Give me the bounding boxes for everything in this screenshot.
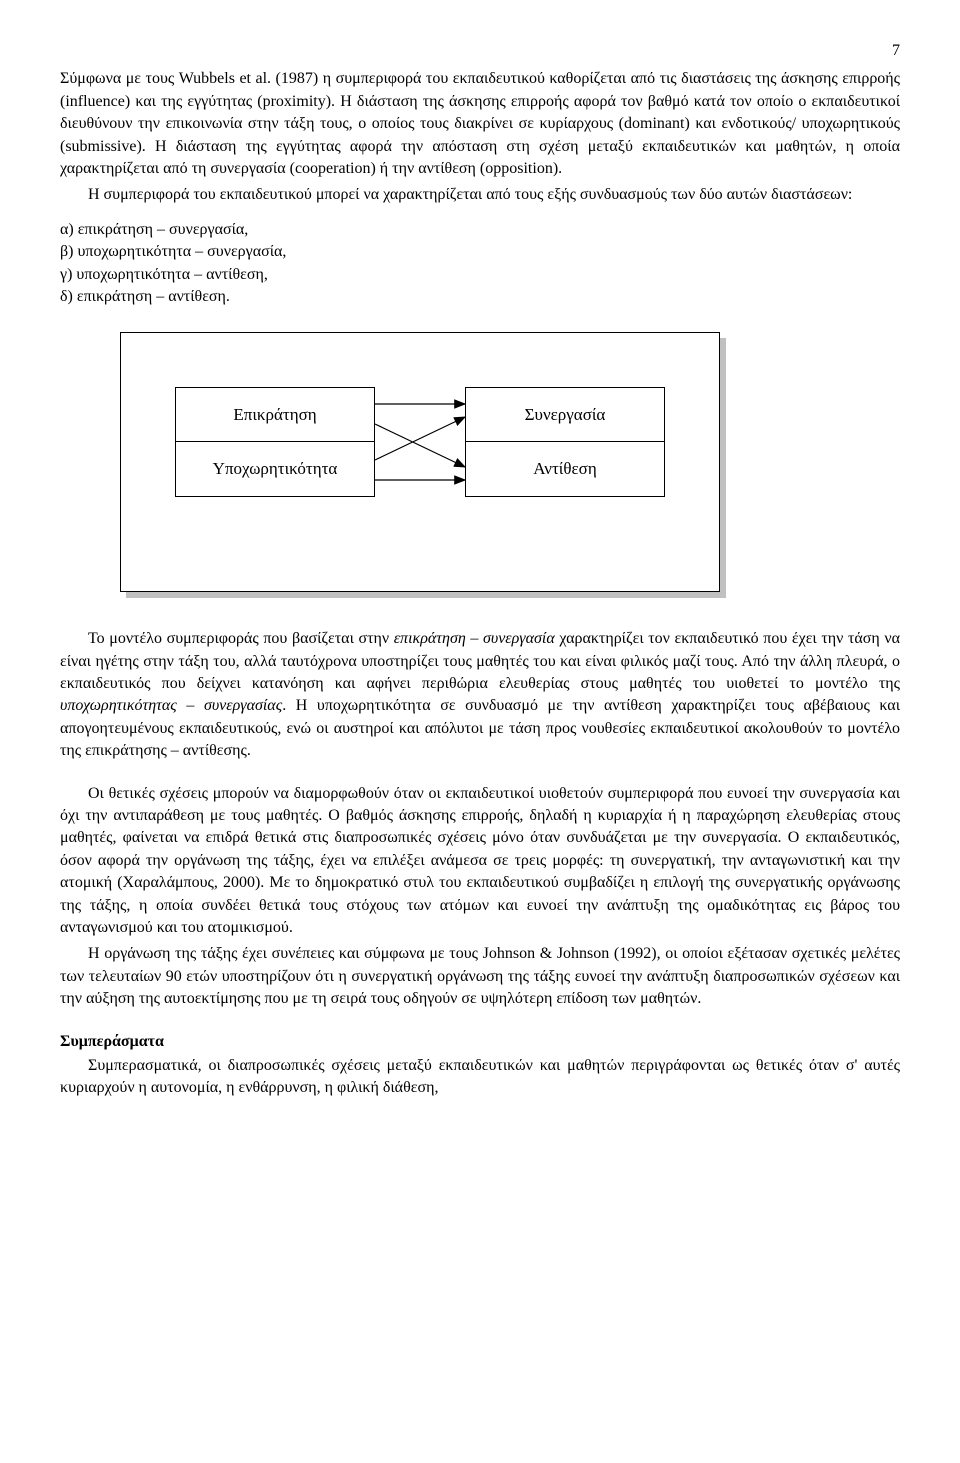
list-item-a: α) επικράτηση – συνεργασία,: [60, 219, 900, 241]
paragraph-5: Η οργάνωση της τάξης έχει συνέπειες και …: [60, 943, 900, 1010]
combination-list: α) επικράτηση – συνεργασία, β) υποχωρητι…: [60, 219, 900, 309]
list-item-b: β) υποχωρητικότητα – συνεργασία,: [60, 241, 900, 263]
conclusions-heading: Συμπεράσματα: [60, 1031, 900, 1053]
paragraph-4: Οι θετικές σχέσεις μπορούν να διαμορφωθο…: [60, 783, 900, 940]
diagram-box-opposition: Αντίθεση: [465, 442, 665, 497]
paragraph-1: Σύμφωνα με τους Wubbels et al. (1987) η …: [60, 68, 900, 180]
diagram-box-submission: Υποχωρητικότητα: [175, 442, 375, 497]
page-number: 7: [60, 40, 900, 62]
paragraph-2: Η συμπεριφορά του εκπαιδευτικού μπορεί ν…: [60, 184, 900, 206]
list-item-d: δ) επικράτηση – αντίθεση.: [60, 286, 900, 308]
behavior-diagram: Επικράτηση Υποχωρητικότητα Συνεργασία Αν…: [120, 332, 720, 592]
diagram-box-dominance: Επικράτηση: [175, 387, 375, 442]
list-item-c: γ) υποχωρητικότητα – αντίθεση,: [60, 264, 900, 286]
diagram-box-cooperation: Συνεργασία: [465, 387, 665, 442]
paragraph-6: Συμπερασματικά, οι διαπροσωπικές σχέσεις…: [60, 1055, 900, 1100]
paragraph-3: Το μοντέλο συμπεριφοράς που βασίζεται στ…: [60, 628, 900, 762]
